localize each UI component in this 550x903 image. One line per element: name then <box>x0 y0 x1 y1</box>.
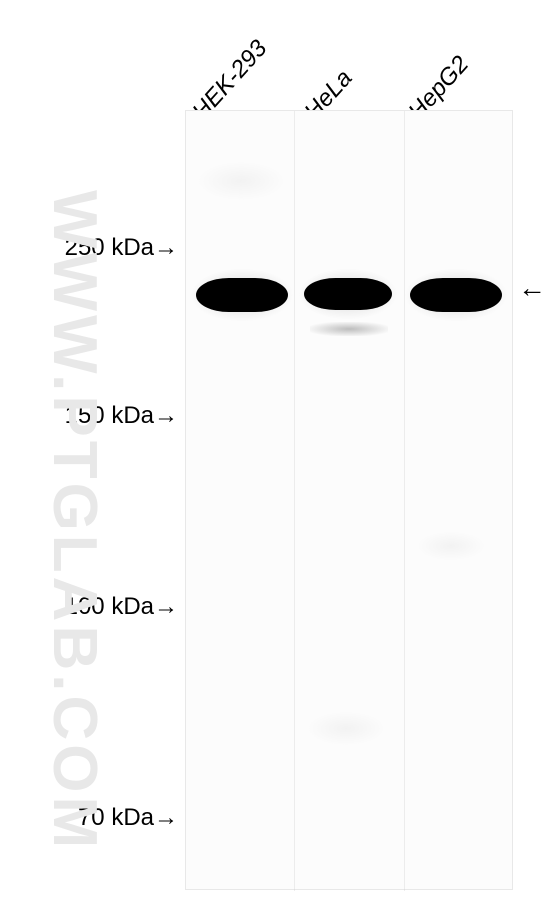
band-lane3 <box>410 278 502 312</box>
lane-divider <box>294 111 295 891</box>
target-arrow-icon: ← <box>518 272 546 304</box>
arrow-icon: → <box>154 593 178 621</box>
figure-container: WWW.PTGLAB.COM HEK-293 HeLa HepG2 250 kD… <box>0 0 550 903</box>
arrow-icon: → <box>154 402 178 430</box>
faint-band-lane2 <box>310 322 388 336</box>
band-lane1 <box>196 278 288 312</box>
band-lane2 <box>304 278 392 310</box>
arrow-icon: → <box>154 804 178 832</box>
film-noise <box>416 531 486 561</box>
lane-divider <box>404 111 405 891</box>
film-noise <box>306 711 386 746</box>
film-noise <box>196 161 286 201</box>
arrow-icon: → <box>154 234 178 262</box>
watermark-text: WWW.PTGLAB.COM <box>39 190 110 852</box>
blot-membrane <box>185 110 513 890</box>
